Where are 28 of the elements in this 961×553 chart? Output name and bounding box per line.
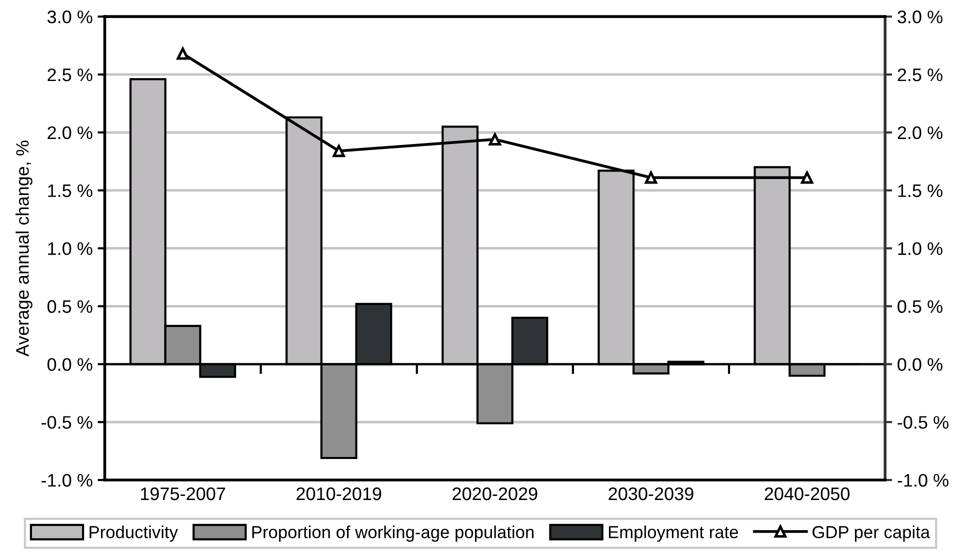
y2-tick-label: 3.0 % [898,10,942,24]
y-tick-label: 0.5 % [47,300,92,313]
y2-tick-label: 1.0 % [898,242,942,256]
y-tick-label: 1.0 % [48,242,92,256]
x-tick-label: 2040-2050 [764,487,850,500]
y-tick-label: 1.5 % [48,184,92,198]
legend-label: Productivity [90,526,178,542]
x-tick-label: 2030-2039 [608,487,694,500]
y-axis-title: Average annual change, % [16,140,32,357]
y2-tick-label: -1.0 % [898,474,948,487]
legend-label: Employment rate [608,526,738,542]
y2-tick-label: 0.5 % [898,300,942,313]
legend-label: Proportion of working-age population [252,526,534,542]
y2-tick-label: 2.5 % [898,68,942,82]
x-tick-label: 1975-2007 [140,487,226,500]
x-tick-label: 2020-2029 [452,487,538,500]
y-tick-label: -0.5 % [42,416,92,429]
x-tick-label: 2010-2019 [296,487,382,500]
y2-tick-label: 0.0 % [898,358,942,371]
y2-tick-label: 1.5 % [898,184,942,198]
y-tick-label: 2.0 % [48,126,92,140]
y-tick-label: 3.0 % [47,10,92,24]
legend-label: GDP per capita [812,526,930,542]
y-tick-label: 2.5 % [48,68,92,82]
y-tick-label: -1.0 % [42,474,92,487]
y2-tick-label: -0.5 % [898,416,948,429]
y-tick-label: 0.0 % [47,358,92,371]
y2-tick-label: 2.0 % [898,126,942,140]
